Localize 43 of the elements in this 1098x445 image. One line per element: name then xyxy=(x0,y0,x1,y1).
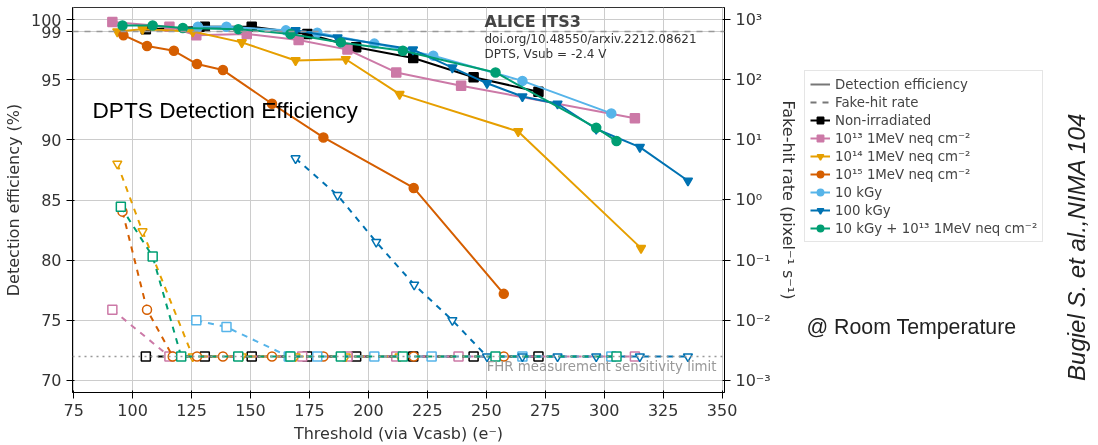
y2-tick-label: 10⁻¹ xyxy=(735,250,771,270)
ref-line-label: FHR measurement sensitivity limit xyxy=(486,359,717,375)
y-tick-label: 95 xyxy=(41,70,62,90)
x-tick-label: 200 xyxy=(353,400,384,420)
y2-tick-label: 10³ xyxy=(735,10,763,30)
legend-label: 10 kGy + 10¹³ 1MeV neq cm⁻² xyxy=(835,220,1038,236)
x-tick-label: 175 xyxy=(294,400,325,420)
text: @ Room Temperature xyxy=(806,314,1017,339)
y-tick-label: 75 xyxy=(41,311,62,331)
x-tick-label: 75 xyxy=(63,400,84,420)
y2-tick-label: 10⁻² xyxy=(735,310,771,330)
x-tick-label: 325 xyxy=(647,400,679,420)
x-axis-title: Threshold (via Vcasb) (e⁻) xyxy=(292,423,504,443)
y-tick-label: 70 xyxy=(41,371,62,391)
y-tick-label: 90 xyxy=(41,130,62,150)
y-axis-title: Detection efficiency (%) xyxy=(3,103,23,297)
y-tick-label: 80 xyxy=(41,251,62,271)
legend-label: 10 kGy xyxy=(835,184,883,200)
x-tick-label: 250 xyxy=(471,400,502,420)
y-tick-label: 85 xyxy=(41,191,62,210)
y2-axis-title: Fake-hit rate (pixel⁻¹ s⁻¹) xyxy=(778,100,798,300)
y2-tick-label: 10⁰ xyxy=(735,190,763,210)
y2-tick-label: 10² xyxy=(735,70,763,90)
legend-label: 10¹⁵ 1MeV neq cm⁻² xyxy=(835,166,971,182)
x-tick-label: 150 xyxy=(235,400,266,420)
x-tick-label: 275 xyxy=(530,400,561,420)
legend-label: 10¹⁴ 1MeV neq cm⁻² xyxy=(835,148,971,164)
y2-tick-label: 10¹ xyxy=(735,130,763,150)
y2-tick-label: 10⁻³ xyxy=(735,370,771,390)
x-tick-label: 100 xyxy=(117,400,148,420)
annotation: doi.org/10.48550/arxiv.2212.08621 xyxy=(484,31,697,46)
x-tick-label: 125 xyxy=(176,400,207,420)
legend-label: 100 kGy xyxy=(835,202,891,218)
x-tick-label: 350 xyxy=(706,400,738,420)
annotation: DPTS, Vsub = -2.4 V xyxy=(484,46,608,61)
legend-label: 10¹³ 1MeV neq cm⁻² xyxy=(835,130,971,146)
text: Fake-hit rate xyxy=(835,94,919,110)
legend-label: Non-irradiated xyxy=(835,112,932,128)
annotation: ALICE ITS3 xyxy=(484,11,581,31)
text: Bugiel S. et al.,NIMA 104 xyxy=(1062,113,1090,381)
text: Detection efficiency xyxy=(835,76,968,92)
x-tick-label: 300 xyxy=(588,400,620,420)
x-tick-label: 225 xyxy=(412,400,443,420)
